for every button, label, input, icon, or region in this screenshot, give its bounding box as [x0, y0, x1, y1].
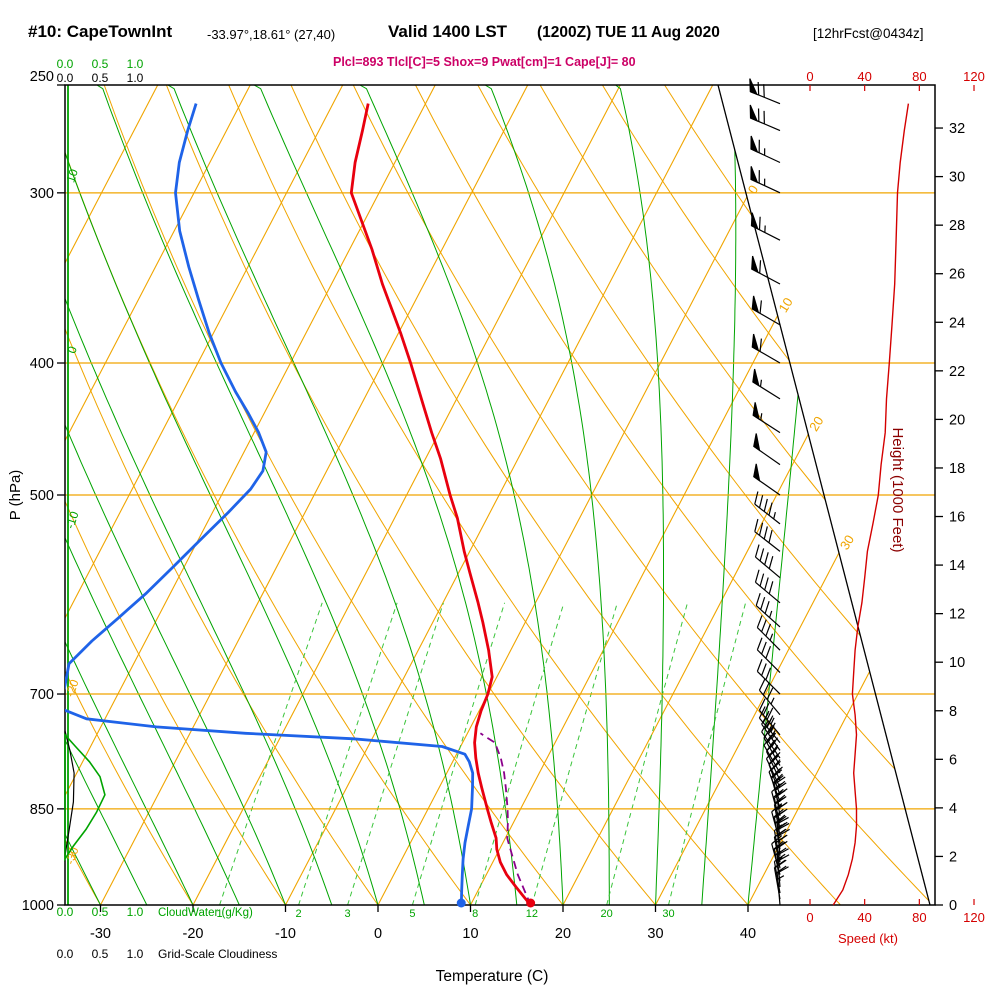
svg-text:1.0: 1.0 [127, 57, 144, 71]
sounding-profiles [65, 103, 532, 905]
svg-text:0: 0 [65, 344, 80, 355]
svg-text:-10: -10 [275, 926, 296, 942]
svg-text:30: 30 [647, 926, 663, 942]
svg-text:2: 2 [296, 908, 302, 920]
svg-text:-20: -20 [183, 926, 204, 942]
svg-text:0.0: 0.0 [57, 905, 74, 919]
svg-text:0.0: 0.0 [57, 57, 74, 71]
svg-text:Grid-Scale Cloudiness: Grid-Scale Cloudiness [158, 947, 277, 961]
svg-text:0.5: 0.5 [92, 57, 109, 71]
svg-text:0.5: 0.5 [92, 947, 109, 961]
svg-text:16: 16 [949, 510, 965, 526]
svg-text:40: 40 [857, 910, 871, 925]
svg-text:28: 28 [949, 218, 965, 234]
svg-text:120: 120 [963, 69, 985, 84]
svg-text:0: 0 [949, 898, 957, 914]
svg-text:Height (1000 Feet): Height (1000 Feet) [889, 427, 906, 552]
svg-text:20: 20 [555, 926, 571, 942]
svg-text:80: 80 [912, 69, 926, 84]
svg-text:CloudWater (g/Kg): CloudWater (g/Kg) [158, 907, 253, 919]
svg-text:20: 20 [601, 908, 613, 920]
svg-text:8: 8 [949, 704, 957, 720]
station-title: #10: CapeTownInt [28, 22, 173, 41]
svg-text:0.0: 0.0 [57, 71, 74, 85]
wind-barbs [749, 78, 790, 906]
wind-speed-curve [832, 103, 910, 906]
valid-time-label: Valid 1400 LST [388, 22, 508, 41]
surface-dewpoint-dot [456, 898, 466, 908]
svg-text:5: 5 [409, 908, 415, 920]
svg-text:850: 850 [30, 802, 54, 818]
forecast-tag: [12hrFcst@0434z] [813, 26, 924, 41]
svg-text:6: 6 [949, 752, 957, 768]
svg-text:1000: 1000 [22, 898, 54, 914]
dewpoint-curve [65, 103, 475, 905]
svg-text:10: 10 [775, 295, 795, 315]
svg-text:120: 120 [963, 910, 985, 925]
svg-text:40: 40 [857, 69, 871, 84]
svg-text:Speed (kt): Speed (kt) [838, 931, 898, 946]
svg-text:22: 22 [949, 364, 965, 380]
svg-text:2: 2 [949, 849, 957, 865]
svg-text:40: 40 [740, 926, 756, 942]
svg-text:30: 30 [662, 908, 674, 920]
svg-text:12: 12 [526, 908, 538, 920]
svg-text:20: 20 [949, 412, 965, 428]
svg-text:250: 250 [30, 69, 54, 85]
svg-text:P (hPa): P (hPa) [7, 470, 24, 521]
temperature-curve [349, 103, 532, 905]
svg-text:80: 80 [912, 910, 926, 925]
svg-text:700: 700 [30, 687, 54, 703]
svg-text:32: 32 [949, 121, 965, 137]
svg-text:0: 0 [374, 926, 382, 942]
svg-text:0.5: 0.5 [92, 905, 109, 919]
svg-text:500: 500 [30, 488, 54, 504]
svg-text:0: 0 [745, 182, 762, 196]
surface-temperature-dot [526, 898, 536, 908]
svg-text:20: 20 [806, 414, 826, 434]
station-coordinates: -33.97°,18.61° (27,40) [207, 27, 336, 42]
svg-text:-20: -20 [63, 677, 82, 698]
svg-text:1: 1 [216, 908, 222, 920]
svg-text:0: 0 [806, 910, 813, 925]
sounding-parameters: Plcl=893 Tlcl[C]=5 Shox=9 Pwat[cm]=1 Cap… [333, 55, 636, 69]
svg-text:14: 14 [949, 558, 965, 574]
svg-text:26: 26 [949, 267, 965, 283]
svg-text:0.0: 0.0 [57, 947, 74, 961]
svg-text:1.0: 1.0 [127, 71, 144, 85]
parcel-path-curve [479, 732, 532, 905]
svg-text:-30: -30 [90, 926, 111, 942]
svg-text:1.0: 1.0 [127, 947, 144, 961]
svg-text:300: 300 [30, 186, 54, 202]
svg-text:Temperature (C): Temperature (C) [436, 968, 549, 985]
svg-text:10: 10 [949, 655, 965, 671]
svg-text:18: 18 [949, 461, 965, 477]
svg-text:4: 4 [949, 801, 957, 817]
svg-text:10: 10 [462, 926, 478, 942]
svg-text:10: 10 [63, 167, 81, 184]
svg-text:3: 3 [345, 908, 351, 920]
valid-datetime: (1200Z) TUE 11 Aug 2020 [537, 24, 720, 41]
svg-text:400: 400 [30, 356, 54, 372]
svg-text:12: 12 [949, 607, 965, 623]
svg-text:30: 30 [837, 532, 857, 552]
svg-text:30: 30 [949, 170, 965, 186]
svg-text:-30: -30 [63, 845, 82, 866]
svg-text:0.5: 0.5 [92, 71, 109, 85]
cloudwater-profile [64, 730, 106, 862]
svg-text:1.0: 1.0 [127, 905, 144, 919]
svg-text:24: 24 [949, 315, 965, 331]
surface-markers [456, 898, 536, 908]
svg-text:8: 8 [472, 908, 478, 920]
svg-text:-10: -10 [63, 509, 82, 530]
svg-text:0: 0 [806, 69, 813, 84]
